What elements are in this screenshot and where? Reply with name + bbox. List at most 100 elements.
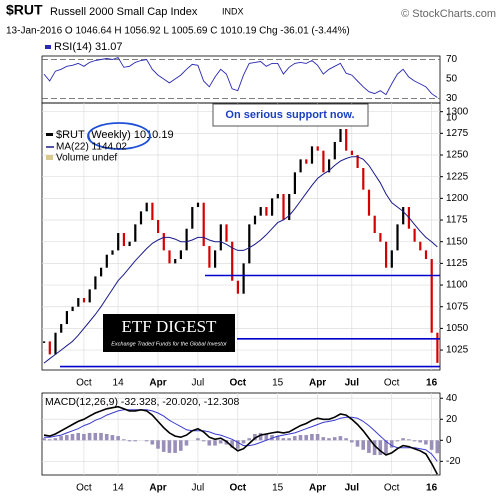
y-tick-label: 1200	[446, 193, 469, 204]
price-bar	[328, 159, 331, 173]
price-bar	[134, 224, 137, 242]
price-bar	[145, 202, 148, 212]
y-tick-label: 10	[446, 113, 458, 124]
macd-panel	[41, 392, 441, 476]
y-tick-label: 1250	[446, 150, 469, 161]
y-tick-label: 0	[446, 435, 452, 446]
histogram-bar	[42, 438, 46, 441]
histogram-bar	[76, 432, 80, 441]
histogram-bar	[104, 434, 109, 441]
histogram-bar	[275, 436, 280, 441]
histogram-bar	[213, 440, 217, 446]
index-name: Russell 2000 Small Cap Index	[50, 6, 198, 18]
histogram-bar	[412, 440, 417, 442]
price-bar	[345, 129, 348, 151]
histogram-bar	[156, 440, 160, 449]
histogram-bar	[332, 437, 337, 441]
x-tick-label: Jul	[345, 483, 360, 494]
price-bar	[379, 233, 382, 242]
annotation-box	[212, 103, 369, 127]
price-bar	[271, 198, 274, 216]
price-bar	[82, 298, 86, 303]
histogram-bar	[355, 440, 360, 447]
y-tick-label: 1150	[446, 236, 468, 247]
price-bar	[385, 241, 388, 268]
histogram-bar	[258, 432, 263, 441]
price-bar	[117, 233, 120, 251]
x-tick-label: Oct	[76, 378, 92, 389]
price-bar	[288, 194, 291, 221]
histogram-bar	[230, 440, 234, 448]
price-bar	[253, 215, 257, 225]
price-bar	[265, 207, 268, 216]
histogram-bar	[207, 440, 212, 446]
histogram-bar	[116, 436, 120, 441]
x-tick-label: 15	[272, 483, 284, 494]
histogram-bar	[321, 437, 326, 441]
histogram-bar	[179, 440, 183, 451]
rsi-legend: RSI(14) 31.07	[54, 41, 122, 53]
histogram-bar	[264, 434, 269, 441]
price-bar	[299, 159, 302, 173]
logo-tagline: Exchange Traded Funds for the Global Inv…	[111, 341, 228, 347]
histogram-bar	[218, 440, 223, 444]
legend-ma: MA(22) 1144.02	[56, 142, 127, 153]
x-tick-label: 14	[113, 483, 125, 494]
histogram-bar	[389, 440, 394, 448]
x-tick-label: Apr	[149, 378, 166, 389]
macd-legend: MACD(12,26,9) -32.328, -20.020, -12.308	[45, 396, 240, 408]
histogram-bar	[327, 438, 331, 441]
histogram-bar	[201, 440, 206, 442]
price-bar	[362, 168, 365, 190]
price-bar	[157, 220, 160, 234]
histogram-bar	[241, 440, 246, 444]
y-tick-label: 1225	[446, 171, 469, 182]
histogram-bar	[167, 440, 172, 453]
price-bar	[225, 224, 228, 242]
histogram-bar	[184, 440, 189, 446]
price-bar	[305, 159, 308, 164]
price-bar	[100, 267, 103, 277]
y-tick-label: -20	[446, 456, 461, 467]
ma-line	[43, 156, 438, 364]
x-tick-label: Jul	[192, 378, 205, 389]
logo-box	[103, 314, 235, 352]
y-tick-label: 1275	[446, 128, 469, 139]
y-tick-label: 1300	[446, 106, 469, 117]
y-tick-label: 70	[446, 54, 458, 65]
histogram-bar	[338, 436, 343, 441]
price-bar	[77, 298, 80, 307]
price-bar	[413, 228, 416, 242]
price-bar	[248, 224, 251, 264]
x-tick-label: 14	[113, 378, 125, 389]
price-bar	[316, 146, 319, 151]
y-tick-label: 20	[446, 414, 458, 425]
histogram-bar	[87, 432, 92, 441]
price-bar	[436, 332, 439, 363]
x-tick-label: Oct	[384, 483, 400, 494]
x-tick-label: Apr	[149, 483, 166, 494]
price-bar	[128, 241, 131, 247]
price-bar	[259, 207, 262, 216]
histogram-bar	[281, 438, 286, 441]
exchange: INDX	[222, 6, 244, 16]
histogram-bar	[127, 440, 132, 442]
histogram-bar	[59, 436, 63, 441]
price-bar	[390, 250, 393, 268]
price-bar	[219, 224, 222, 251]
price-bar	[88, 289, 91, 303]
price-bar	[139, 211, 143, 225]
price-bar	[185, 228, 188, 251]
histogram-bar	[133, 440, 137, 442]
price-bar	[48, 341, 51, 355]
histogram-bar	[70, 434, 75, 441]
histogram-bar	[361, 440, 365, 450]
histogram-bar	[418, 440, 422, 443]
histogram-bar	[367, 440, 371, 453]
price-bar	[196, 202, 200, 208]
histogram-bar	[173, 440, 177, 453]
price-bar	[350, 150, 353, 156]
x-tick-label: Oct	[384, 378, 400, 389]
credit: © StockCharts.com	[401, 8, 496, 20]
